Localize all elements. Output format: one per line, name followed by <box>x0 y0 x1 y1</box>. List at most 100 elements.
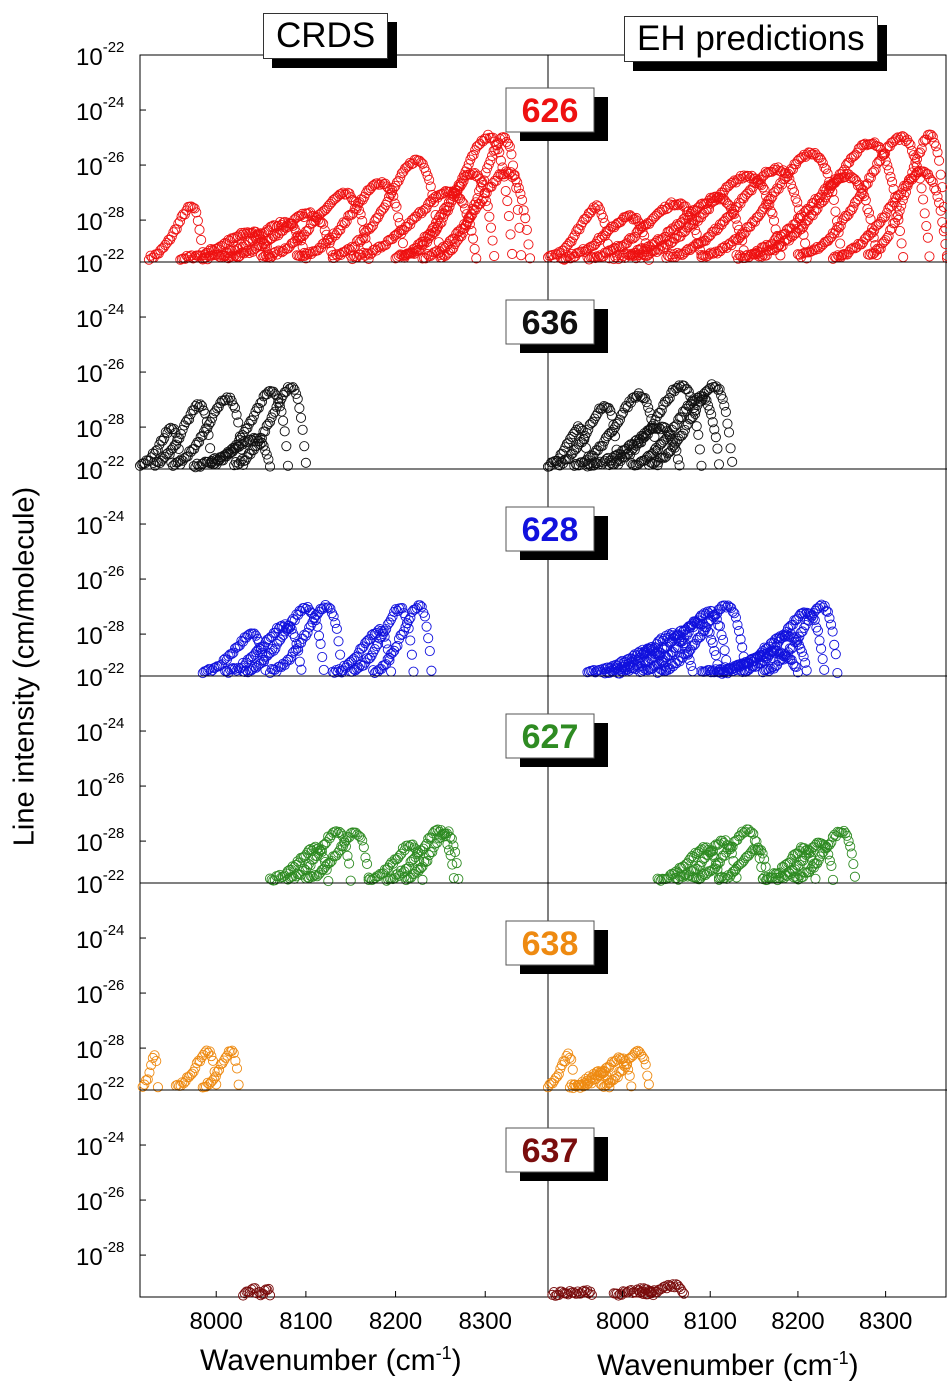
data-point <box>815 192 826 203</box>
data-point <box>898 252 909 263</box>
data-point <box>171 439 182 450</box>
data-point <box>209 1073 220 1084</box>
data-point <box>738 651 749 662</box>
data-point <box>791 635 802 646</box>
data-point <box>703 204 715 215</box>
data-point <box>605 405 616 416</box>
data-point <box>247 415 258 426</box>
y-tick-label: 10-28 <box>76 825 124 857</box>
data-point <box>475 198 486 209</box>
data-point <box>481 187 492 198</box>
data-point <box>358 842 369 853</box>
data-point <box>691 421 702 432</box>
panel-637: 10-22 10-24 10-26 10-28 637 <box>76 1074 947 1301</box>
data-point <box>304 605 315 616</box>
data-point <box>190 439 201 451</box>
data-point <box>941 250 947 261</box>
data-point <box>663 394 674 405</box>
data-point <box>872 220 883 231</box>
data-point <box>727 456 738 467</box>
data-point <box>614 414 625 425</box>
data-point <box>707 417 718 428</box>
data-point <box>583 424 594 435</box>
data-point <box>205 417 216 428</box>
data-point <box>894 189 905 200</box>
data-point <box>184 251 196 262</box>
data-point <box>641 397 652 408</box>
data-point <box>437 188 448 199</box>
data-point <box>922 232 933 243</box>
data-point <box>586 1289 597 1300</box>
data-point <box>504 141 515 152</box>
data-point <box>231 642 242 653</box>
data-point <box>486 150 498 162</box>
data-point <box>613 1052 624 1063</box>
data-point <box>261 449 272 460</box>
data-point <box>279 426 290 437</box>
data-point <box>732 619 743 630</box>
data-point <box>800 609 811 620</box>
data-point <box>848 151 860 162</box>
data-point <box>787 642 799 653</box>
data-point <box>918 136 929 147</box>
data-point <box>250 646 262 658</box>
data-point <box>682 384 693 395</box>
data-point <box>268 386 279 397</box>
data-point <box>846 848 857 859</box>
data-point <box>727 606 738 617</box>
data-point <box>228 662 239 674</box>
data-point <box>740 826 751 837</box>
data-point <box>299 441 310 452</box>
data-point <box>228 1047 239 1059</box>
data-point <box>505 229 516 240</box>
data-point <box>205 1077 216 1088</box>
data-point <box>894 134 905 145</box>
data-point <box>843 836 854 847</box>
x-tick-label: 8100 <box>279 1308 332 1335</box>
data-point <box>180 417 191 428</box>
data-point <box>206 1051 217 1062</box>
data-point <box>677 199 688 210</box>
data-point <box>335 649 346 660</box>
x-tick-label: 8300 <box>859 1308 912 1335</box>
data-point <box>566 1054 577 1065</box>
data-point <box>151 445 162 456</box>
data-point <box>671 643 682 654</box>
data-point <box>676 430 687 441</box>
data-point <box>567 1064 578 1075</box>
data-point <box>512 204 523 215</box>
data-point <box>294 656 305 667</box>
data-point <box>201 416 212 427</box>
data-point <box>786 643 797 654</box>
panel-627: 10-22 10-24 10-26 10-28 627 <box>76 660 947 887</box>
data-point <box>664 649 675 660</box>
data-point <box>379 202 390 213</box>
data-point <box>616 409 627 420</box>
data-point <box>499 132 511 143</box>
data-point <box>196 234 207 246</box>
data-point <box>588 202 599 213</box>
data-point <box>311 851 322 862</box>
data-point <box>392 640 403 651</box>
data-point <box>576 246 587 257</box>
data-point <box>831 175 842 186</box>
data-point <box>720 872 731 883</box>
data-point <box>706 379 717 390</box>
data-point <box>382 196 393 207</box>
data-point <box>491 140 502 151</box>
data-point <box>444 201 455 212</box>
data-point <box>907 167 918 178</box>
data-point <box>457 227 469 238</box>
y-tick-label: 10-26 <box>76 1184 124 1216</box>
data-point <box>261 420 272 431</box>
data-point <box>727 177 738 188</box>
data-point <box>478 175 490 186</box>
data-point <box>292 643 303 654</box>
data-point <box>291 644 302 655</box>
data-point <box>896 238 907 249</box>
data-point <box>722 844 733 855</box>
data-point <box>643 402 654 413</box>
data-point <box>672 1280 683 1291</box>
data-point <box>466 151 478 162</box>
data-point <box>872 158 883 169</box>
